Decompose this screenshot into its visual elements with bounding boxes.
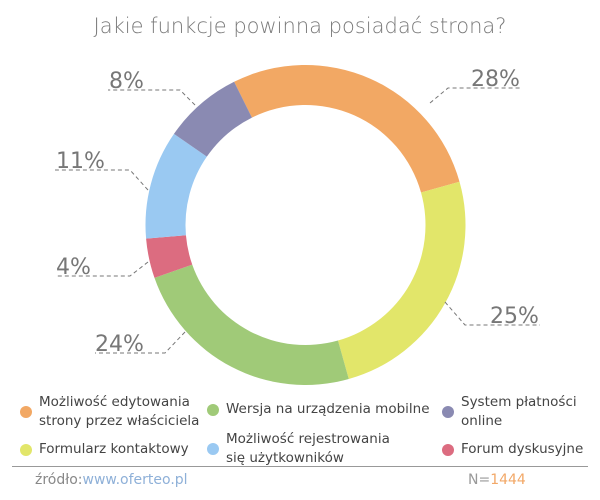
leader-line-8 xyxy=(108,89,196,106)
data-label-25: 25% xyxy=(490,304,539,329)
legend-item-forum[interactable]: Forum dyskusyjne xyxy=(442,440,583,459)
legend-label: Możliwość rejestrowania się użytkowników xyxy=(226,430,390,468)
legend-label-line: online xyxy=(461,413,503,429)
data-label-28: 28% xyxy=(471,67,520,92)
donut-slice-25pct xyxy=(337,181,466,380)
legend-label-line: się użytkowników xyxy=(226,450,344,466)
legend-label-line: Możliwość edytowania xyxy=(39,394,190,410)
donut-slice-8pct xyxy=(173,81,252,157)
data-label-8: 8% xyxy=(109,69,144,94)
legend-label: System płatności online xyxy=(461,393,577,431)
donut-slice-28pct xyxy=(234,65,460,193)
leader-line-24 xyxy=(95,331,186,354)
leader-line-28 xyxy=(429,87,520,104)
source: źródło:www.oferteo.pl xyxy=(35,472,188,488)
legend-dot xyxy=(442,443,454,456)
leader-line-4 xyxy=(55,261,149,277)
legend-dot xyxy=(442,406,454,418)
legend-label-line: strony przez właściciela xyxy=(39,413,200,429)
sample-size: N=1444 xyxy=(468,472,526,488)
legend-dot xyxy=(20,406,32,418)
footer-divider xyxy=(12,466,588,467)
data-label-24: 24% xyxy=(95,332,144,357)
legend-item-platnosci[interactable]: System płatności online xyxy=(442,393,577,431)
legend-label-line: Możliwość rejestrowania xyxy=(226,431,390,447)
legend-label: Wersja na urządzenia mobilne xyxy=(226,401,430,417)
legend-label: Formularz kontaktowy xyxy=(39,441,189,457)
leader-line-25 xyxy=(444,301,540,326)
legend-dot xyxy=(207,443,219,455)
data-label-11: 11% xyxy=(56,149,105,174)
leader-line-11 xyxy=(55,169,149,191)
legend-dot xyxy=(20,443,32,456)
legend-item-edytowanie[interactable]: Możliwość edytowania strony przez właścic… xyxy=(20,393,199,431)
source-label: źródło: xyxy=(35,472,83,488)
legend-dot xyxy=(207,403,219,416)
donut-slice-11pct xyxy=(145,133,207,239)
donut-slice-4pct xyxy=(146,235,193,278)
legend-label: Możliwość edytowania strony przez właścic… xyxy=(39,393,199,431)
donut-slice-24pct xyxy=(154,264,349,385)
legend-item-formularz[interactable]: Formularz kontaktowy xyxy=(20,440,189,459)
data-label-4: 4% xyxy=(56,255,91,280)
sample-size-value: 1444 xyxy=(490,472,526,488)
source-link[interactable]: www.oferteo.pl xyxy=(82,472,188,488)
legend-label-line: System płatności xyxy=(461,394,577,410)
legend-item-mobilne[interactable]: Wersja na urządzenia mobilne xyxy=(207,400,430,419)
sample-size-label: N= xyxy=(468,472,491,488)
legend-item-rejestrowanie[interactable]: Możliwość rejestrowania się użytkowników xyxy=(207,430,390,468)
legend-label: Forum dyskusyjne xyxy=(461,441,584,457)
donut-chart: 28% 25% 24% 4% 11% 8% xyxy=(55,65,540,385)
chart-title: Jakie funkcje powinna posiadać strona? xyxy=(93,14,507,38)
